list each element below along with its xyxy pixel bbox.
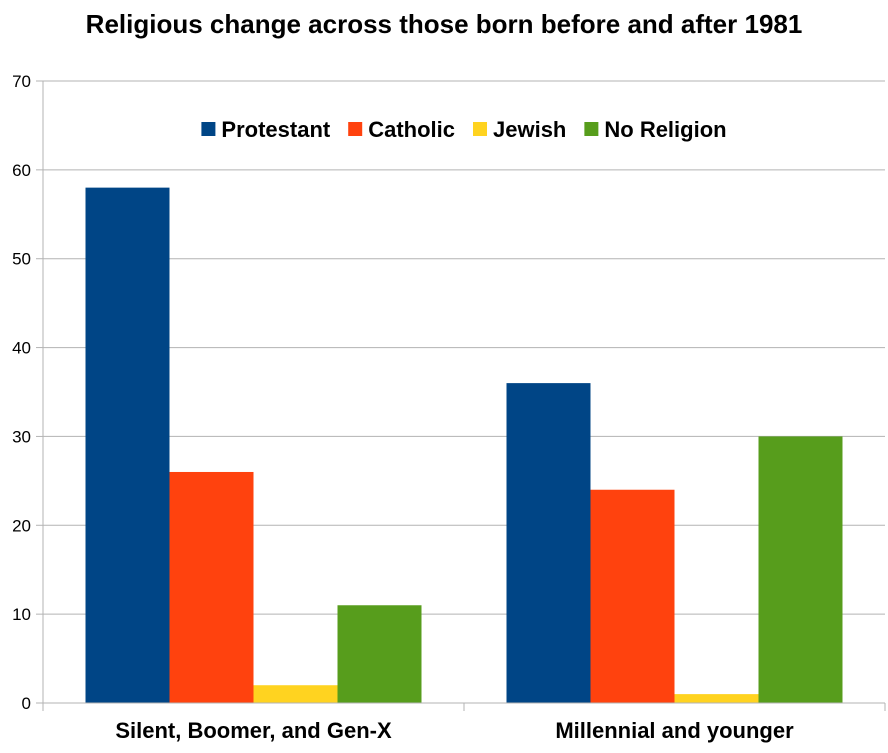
y-tick-label: 60 <box>12 161 31 180</box>
legend: Protestant Catholic Jewish No Religion <box>201 117 727 142</box>
bar-jewish <box>674 694 759 703</box>
bar-protestant <box>85 187 170 704</box>
y-tick-label: 40 <box>12 339 31 358</box>
y-tick-label: 70 <box>12 72 31 91</box>
legend-label: Jewish <box>493 117 566 142</box>
legend-swatch <box>473 122 487 136</box>
bar-jewish <box>253 685 338 703</box>
legend-swatch <box>348 122 363 136</box>
y-tick-label: 20 <box>12 516 31 535</box>
bars <box>85 187 843 704</box>
bar-catholic <box>169 471 254 703</box>
y-tick-label: 0 <box>22 694 31 713</box>
bar-no-religion <box>337 605 422 703</box>
x-category-label: Millennial and younger <box>555 718 794 743</box>
legend-label: Protestant <box>221 117 330 142</box>
x-axis-categories: Silent, Boomer, and Gen-X Millennial and … <box>115 718 794 743</box>
y-axis-ticks: 0 10 20 30 40 50 60 70 <box>12 72 31 713</box>
bar-protestant <box>506 383 591 703</box>
legend-label: No Religion <box>604 117 726 142</box>
y-tick-label: 10 <box>12 605 31 624</box>
legend-swatch <box>201 122 216 136</box>
x-category-label: Silent, Boomer, and Gen-X <box>115 718 392 743</box>
legend-label: Catholic <box>368 117 455 142</box>
legend-swatch <box>584 122 599 136</box>
axes <box>42 81 886 711</box>
chart-title: Religious change across those born befor… <box>86 9 803 39</box>
bar-no-religion <box>758 436 843 703</box>
bar-catholic <box>590 489 675 703</box>
y-tick-label: 50 <box>12 250 31 269</box>
y-tick-label: 30 <box>12 427 31 446</box>
